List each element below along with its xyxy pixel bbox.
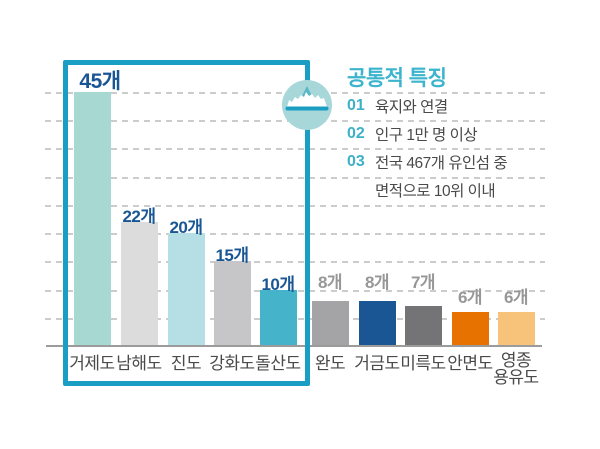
- bar-category-label: 강화도: [209, 354, 255, 373]
- gridline: [45, 148, 545, 150]
- info-panel-title: 공통적 특징: [347, 67, 447, 90]
- bar-value-label: 15개: [215, 246, 249, 265]
- bar-돌산도: [259, 290, 297, 345]
- gridline: [45, 205, 545, 207]
- info-item-text: 전국 467개 유인섬 중: [375, 155, 508, 172]
- gridline: [45, 233, 545, 235]
- bar-거제도: [73, 92, 111, 345]
- bar-value-label: 7개: [410, 273, 436, 292]
- gridline: [45, 177, 545, 179]
- bar-남해도: [120, 222, 158, 345]
- info-item-text: 인구 1만 명 이상: [375, 127, 478, 144]
- info-item-text: 육지와 연결: [375, 99, 448, 116]
- island-icon-svg: [282, 80, 332, 130]
- x-axis-line: [46, 345, 542, 347]
- bar-value-label: 10개: [261, 275, 295, 294]
- bar-value-label: 8개: [364, 273, 390, 292]
- bar-value-label: 45개: [79, 70, 121, 93]
- info-item: 02 인구 1만 명 이상: [347, 120, 557, 148]
- bar-category-label: 남해도: [116, 354, 162, 373]
- bar-value-label: 6개: [503, 288, 529, 307]
- island-icon: [282, 80, 332, 130]
- bar-category-label: 거금도: [354, 354, 400, 373]
- bar-미륵도: [404, 306, 442, 345]
- bar-영종용유도: [497, 312, 535, 345]
- bar-category-label: 진도: [170, 354, 202, 373]
- bar-category-label: 완도: [314, 354, 346, 373]
- info-item-text: 면적으로 10위 이내: [375, 183, 496, 200]
- info-item-number: 02: [347, 125, 365, 142]
- bar-category-label: 영종 용유도: [493, 351, 539, 387]
- info-item-number: 01: [347, 97, 365, 114]
- bar-category-label: 안면도: [447, 354, 493, 373]
- bar-category-label: 돌산도: [255, 354, 301, 373]
- bar-value-label: 20개: [169, 218, 203, 237]
- bar-진도: [167, 233, 205, 345]
- info-item: 면적으로 10위 이내: [347, 176, 557, 204]
- bar-거금도: [358, 301, 396, 345]
- info-panel: 공통적 특징 01 육지와 연결 02 인구 1만 명 이상 03 전국 467개 유인섬…: [347, 62, 557, 200]
- bar-강화도: [213, 261, 251, 345]
- bar-value-label: 8개: [317, 273, 343, 292]
- bar-category-label: 미륵도: [400, 354, 446, 373]
- bar-value-label: 22개: [122, 207, 156, 226]
- gridline: [45, 261, 545, 263]
- bar-완도: [311, 301, 349, 345]
- bar-안면도: [451, 312, 489, 345]
- bar-value-label: 6개: [457, 288, 483, 307]
- info-item: 01 육지와 연결: [347, 92, 557, 120]
- info-item: 03 전국 467개 유인섬 중: [347, 148, 557, 176]
- info-item-number: 03: [347, 153, 365, 170]
- bar-category-label: 거제도: [69, 354, 115, 373]
- highlight-box: [63, 60, 310, 386]
